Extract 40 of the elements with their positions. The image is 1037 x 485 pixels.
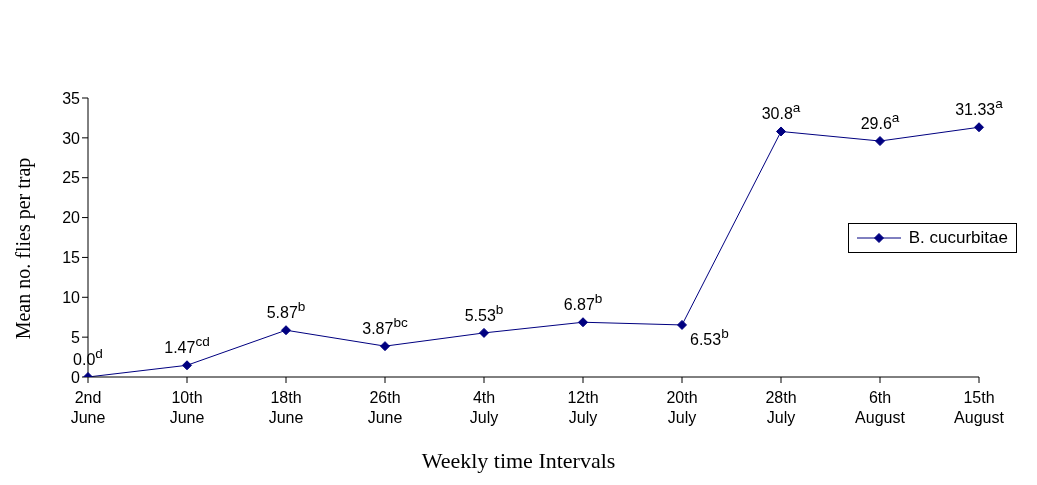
data-label: 30.8$^{a}$ xyxy=(761,99,801,123)
data-label: 29.6$^{a}$ xyxy=(860,109,900,133)
y-tick-label: 5 xyxy=(71,328,81,346)
x-tick-label: 6th August xyxy=(855,389,906,426)
y-tick-label: 15 xyxy=(62,249,81,267)
point xyxy=(677,319,687,330)
point xyxy=(578,317,588,328)
x-tick-label: 28th July xyxy=(765,389,797,426)
y-tick-label: 20 xyxy=(62,209,81,227)
point xyxy=(380,341,390,352)
point xyxy=(182,360,192,371)
data-label: 0.0$^{d}$ xyxy=(73,345,103,368)
data-label: 3.87$^{bc}$ xyxy=(362,314,408,338)
data-label: 6.87$^{b}$ xyxy=(563,290,603,314)
y-tick-label: 10 xyxy=(62,288,81,306)
point xyxy=(479,327,489,338)
data-label: 1.47$^{cd}$ xyxy=(164,333,210,357)
y-tick-label: 35 xyxy=(62,89,81,107)
y-tick-label: 0 xyxy=(71,368,81,386)
y-tick-label: 30 xyxy=(62,129,81,147)
x-tick-label: 26th June xyxy=(367,389,403,426)
data-label: 5.87$^{b}$ xyxy=(266,298,306,322)
x-tick-label: 12th July xyxy=(567,389,599,426)
x-tick-label: 4th July xyxy=(469,389,499,426)
x-tick-label: 2nd June xyxy=(70,389,106,426)
y-tick-label: 25 xyxy=(62,169,81,187)
y-axis-title: Mean no. flies per trap xyxy=(12,157,36,339)
point xyxy=(875,136,885,147)
point xyxy=(281,325,291,336)
data-label: 31.33$^{a}$ xyxy=(955,95,1004,119)
data-label: 6.53$^{b}$ xyxy=(690,325,729,348)
x-tick-label: 20th July xyxy=(666,389,698,426)
x-tick-label: 18th June xyxy=(268,389,304,426)
point xyxy=(776,126,786,137)
x-tick-label: 10th June xyxy=(169,389,205,426)
data-label: 5.53$^{b}$ xyxy=(464,301,504,324)
legend-label: B. cucurbitae xyxy=(908,228,1008,248)
point xyxy=(974,122,984,133)
x-axis-title: Weekly time Intervals xyxy=(420,448,617,474)
x-tick-label: 15th August xyxy=(954,389,1005,426)
